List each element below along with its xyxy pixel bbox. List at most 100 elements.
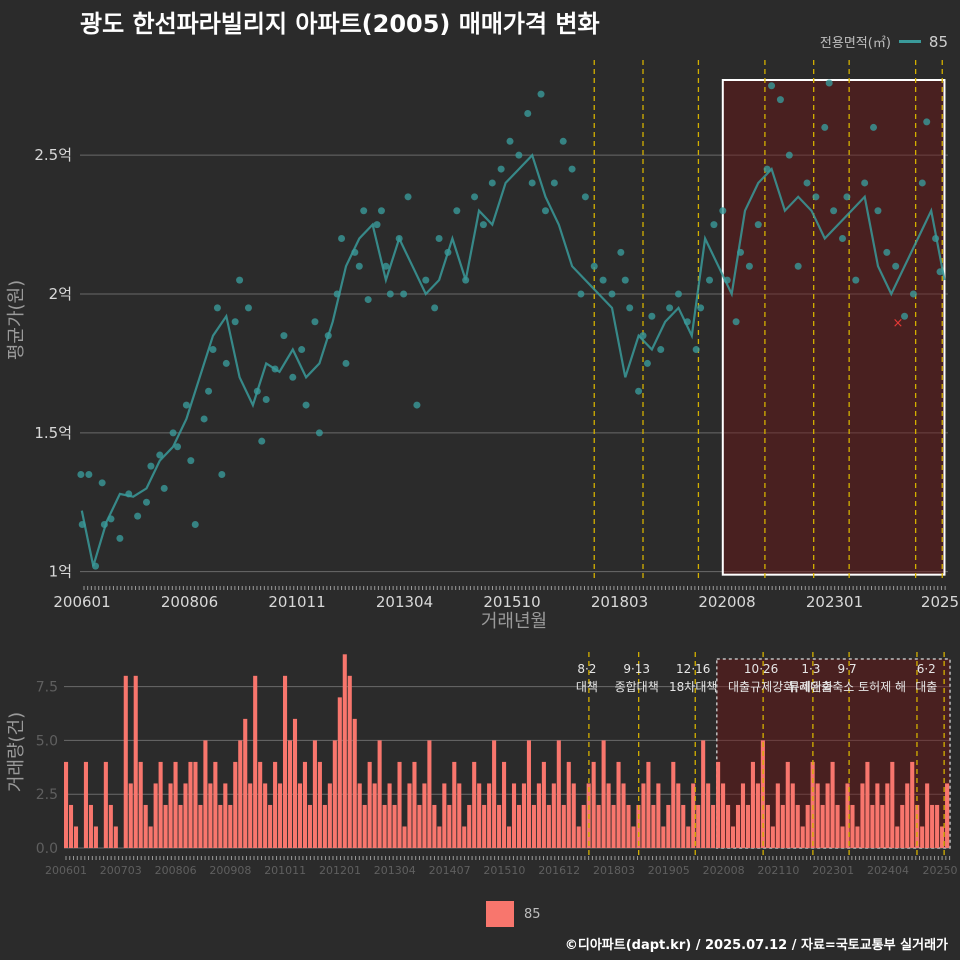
scatter-point [236,276,244,284]
scatter-point [590,262,598,270]
bar [238,740,243,848]
bar [810,761,815,848]
bar [556,740,561,848]
bar [735,804,741,848]
bar [716,761,721,848]
bar [183,783,188,848]
bar [805,804,810,848]
bar [268,804,273,848]
event-text-label: 특례대출축소 토허제 해 [788,680,906,694]
bar [900,804,905,848]
bar [770,826,775,848]
bar [68,804,74,848]
scatter-point [874,207,882,215]
legend-bottom-swatch-icon [486,901,514,927]
bar [372,783,377,848]
scatter-point [719,207,727,215]
scatter-point [355,262,363,270]
scatter-point [524,110,532,118]
bar [860,783,865,848]
bar [855,826,860,848]
bar [800,826,805,848]
scatter-point [745,262,753,270]
bar [740,783,746,848]
x-tick-label-bottom: 200601 [45,864,87,877]
x-tick-label-bottom: 200806 [155,864,197,877]
bar [631,826,636,848]
x-tick-label-bottom: 201803 [593,864,635,877]
bar [726,804,731,848]
bar [681,804,686,848]
scatter-point [200,415,208,423]
chart-title: 광도 한선파라빌리지 아파트(2005) 매매가격 변화 [80,10,600,38]
y-tick-label: 1억 [49,563,72,581]
scatter-point [692,346,700,354]
scatter-point [311,318,319,326]
bar [875,783,880,848]
y-axis-title: 평균가(원) [6,280,27,360]
bar [626,804,631,848]
scatter-point [852,276,860,284]
x-tick-label-bottom: 202404 [867,864,909,877]
scatter-point [626,304,634,312]
bar [571,783,576,848]
bar [173,761,178,848]
bar [820,804,825,848]
scatter-point [413,401,421,409]
bar [208,783,213,848]
scatter-point [861,179,869,187]
bar [392,804,397,848]
bar [312,740,317,848]
scatter-point [134,512,142,520]
bar [502,761,507,848]
source-footer: ©디아파트(dapt.kr) / 2025.07.12 / 자료=국토교통부 실… [564,938,948,953]
scatter-point [568,165,576,173]
scatter-point [577,290,585,298]
bar [487,783,492,848]
bar [497,804,502,848]
bar [457,783,462,848]
bar [93,826,98,848]
x-tick-label: 202301 [806,593,863,611]
scatter-point [599,276,607,284]
scatter-point [643,359,651,367]
bar [412,761,417,848]
scatter-point [559,137,567,145]
marker-x: × [892,316,903,331]
scatter-point [635,387,643,395]
x-tick-label-bottom: 202301 [812,864,854,877]
scatter-point [258,437,266,445]
bar [297,783,303,848]
scatter-point [182,401,190,409]
bar [935,804,940,848]
bar [258,761,263,848]
scatter-point [218,470,226,478]
bar [64,761,69,848]
x-tick-label: 201304 [376,593,433,611]
scatter-point [506,137,514,145]
x-tick-label-bottom: 201011 [264,864,306,877]
bar [437,826,442,848]
scatter-point [768,82,776,90]
scatter-point [621,276,629,284]
x-tick-label-bottom: 200703 [100,864,142,877]
bar [566,761,571,848]
bar [128,783,133,848]
scatter-point [617,248,625,256]
bar [402,826,407,848]
bar [531,804,536,848]
bar [188,761,193,848]
bar [616,761,621,848]
bar [591,761,596,848]
scatter-point [674,290,682,298]
x-tick-label: 2025 [921,593,959,611]
bar [397,761,402,848]
bar [213,761,218,848]
bar [606,783,611,848]
scatter-point [386,290,394,298]
bar [511,783,517,848]
bar [248,783,253,848]
bar [233,761,238,848]
y-tick-label-bottom: 0.0 [36,841,58,857]
